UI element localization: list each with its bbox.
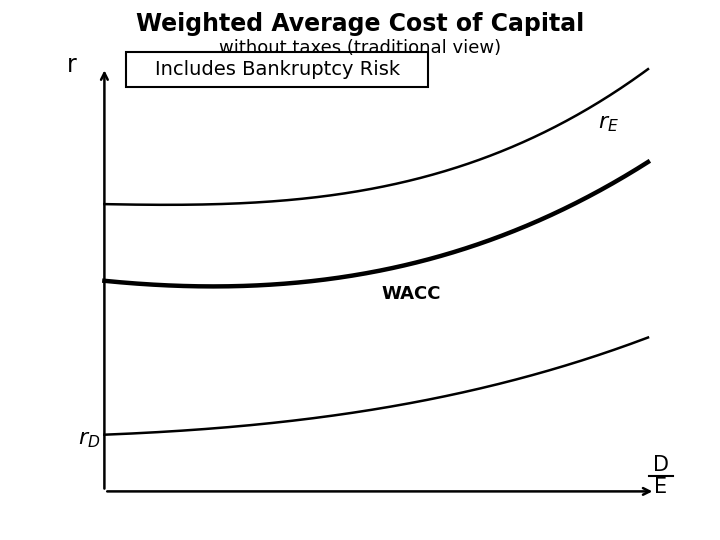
Text: WACC: WACC bbox=[382, 285, 441, 303]
Text: $r_E$: $r_E$ bbox=[598, 114, 618, 134]
Text: r: r bbox=[67, 53, 77, 77]
Text: without taxes (traditional view): without taxes (traditional view) bbox=[219, 39, 501, 57]
Text: Includes Bankruptcy Risk: Includes Bankruptcy Risk bbox=[155, 60, 400, 79]
Text: $r_D$: $r_D$ bbox=[78, 430, 101, 450]
Text: D: D bbox=[653, 455, 669, 476]
Text: Weighted Average Cost of Capital: Weighted Average Cost of Capital bbox=[136, 12, 584, 36]
FancyBboxPatch shape bbox=[126, 52, 428, 87]
Text: E: E bbox=[654, 477, 667, 497]
